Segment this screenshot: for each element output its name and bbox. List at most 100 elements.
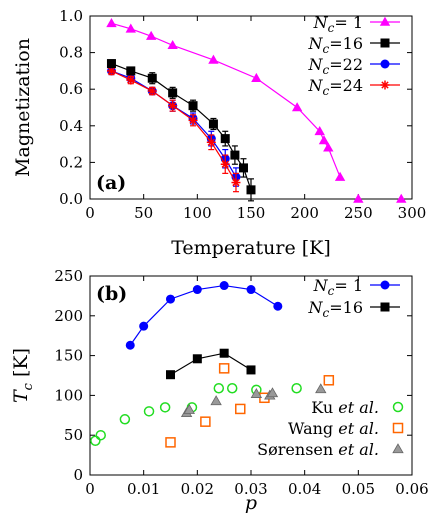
series-N_c=16 xyxy=(106,59,256,202)
legend-label-rest: =24 xyxy=(329,76,363,95)
legend-label-base: N xyxy=(313,13,329,32)
y-tick-label: 0.6 xyxy=(59,80,83,98)
data-point xyxy=(147,73,157,83)
y-axis-label: Tc [K] xyxy=(10,348,36,403)
data-point xyxy=(231,178,241,188)
x-tick-label: 0.03 xyxy=(234,480,267,498)
data-point xyxy=(166,294,175,304)
y-tick-label: 0 xyxy=(73,466,83,484)
data-point xyxy=(192,354,202,364)
star-stroke xyxy=(168,101,177,110)
data-point xyxy=(192,285,202,295)
x-tick-label: 250 xyxy=(344,204,373,222)
data-point xyxy=(314,125,325,136)
data-point xyxy=(315,383,327,394)
series-N_c=16 xyxy=(166,348,256,380)
y-axis-label-sub: c xyxy=(21,382,36,390)
legend-b-top: Nc= 1Nc=16 xyxy=(308,276,400,320)
data-point xyxy=(396,193,407,203)
x-tick-label: 300 xyxy=(398,204,427,222)
star-stroke xyxy=(207,138,215,146)
data-point xyxy=(230,150,240,160)
data-point xyxy=(318,135,330,145)
data-point xyxy=(246,285,256,295)
legend-marker xyxy=(379,16,391,26)
star-stroke xyxy=(232,178,240,187)
y-tick-label: 100 xyxy=(54,386,83,404)
legend-label-base: Ku xyxy=(311,398,338,417)
series-N_c=24 xyxy=(106,66,241,193)
y-tick-label: 200 xyxy=(54,307,83,325)
legend-label-sub: c xyxy=(323,84,330,98)
legend-label-base: N xyxy=(308,76,324,95)
series-N_c=1 xyxy=(125,281,283,350)
series-line xyxy=(129,284,279,346)
data-point xyxy=(323,142,334,152)
legend-label-base: N xyxy=(308,55,324,74)
x-tick-label: 50 xyxy=(134,204,153,222)
x-tick-label: 0 xyxy=(85,480,95,498)
legend-marker xyxy=(392,401,404,413)
data-point xyxy=(168,101,178,111)
data-point xyxy=(119,414,131,425)
legend-label-base: N xyxy=(308,34,324,53)
data-point xyxy=(145,30,157,40)
panel-tag: (b) xyxy=(96,283,127,305)
legend-label-sub: c xyxy=(323,63,330,77)
y-tick-label: 150 xyxy=(54,347,83,365)
legend-label: Nc=16 xyxy=(308,34,364,56)
x-tick-label: 100 xyxy=(183,204,212,222)
data-point xyxy=(125,23,136,33)
legend-label: Nc=22 xyxy=(308,55,364,77)
legend-label-rest: = 1 xyxy=(334,13,363,32)
data-point xyxy=(218,363,230,374)
data-point xyxy=(165,437,176,448)
series-line xyxy=(111,70,237,183)
legend-label-sub: c xyxy=(323,42,330,56)
x-axis-label: Temperature [K] xyxy=(171,237,331,259)
data-point xyxy=(95,429,106,441)
y-axis-label: Magnetization xyxy=(12,38,34,177)
legend-label-ital: et al. xyxy=(338,440,379,459)
legend-label-base: Sørensen xyxy=(257,440,338,459)
y-tick-label: 50 xyxy=(64,426,83,444)
data-point xyxy=(246,365,256,375)
legend-label: Nc= 1 xyxy=(313,276,363,298)
y-tick-label: 0.8 xyxy=(59,44,83,62)
legend-label-sub: c xyxy=(328,284,335,298)
data-point xyxy=(273,301,283,311)
panel-b: 0 0.01 0.02 0.03 0.04 0.05 0.06 0 50 100 150 200 250… xyxy=(10,267,429,514)
legend-label-ital: et al. xyxy=(338,398,379,417)
data-point xyxy=(90,435,101,447)
legend-label: Nc=24 xyxy=(308,76,364,98)
x-tick-label: 150 xyxy=(237,204,266,222)
data-point xyxy=(251,72,262,82)
legend-label-rest: =16 xyxy=(329,34,363,53)
data-point xyxy=(126,66,136,76)
data-point xyxy=(167,39,178,50)
series-line xyxy=(170,352,252,376)
x-tick-label: 200 xyxy=(290,204,319,222)
series-Ku et al. xyxy=(90,382,302,447)
y-tick-label: 0.0 xyxy=(59,190,83,208)
data-point xyxy=(323,375,335,386)
data-point xyxy=(219,281,229,291)
data-point xyxy=(106,66,116,76)
data-point xyxy=(220,134,230,144)
y-tick-label: 0.4 xyxy=(59,117,83,135)
legend-label-base: N xyxy=(313,276,329,295)
y-axis-label-rest: [K] xyxy=(10,348,32,383)
data-point xyxy=(168,88,178,98)
plot-frame xyxy=(89,15,413,200)
legend-label-sub: c xyxy=(323,306,330,320)
data-point xyxy=(206,137,216,147)
x-axis-label: p xyxy=(245,492,257,514)
y-axis-label-base: T xyxy=(10,389,32,403)
x-tick-label: 0.02 xyxy=(181,480,214,498)
star-stroke xyxy=(189,116,197,124)
data-point xyxy=(208,119,218,129)
series-N_c=22 xyxy=(106,66,241,187)
legend-label: Wang et al. xyxy=(288,419,379,438)
